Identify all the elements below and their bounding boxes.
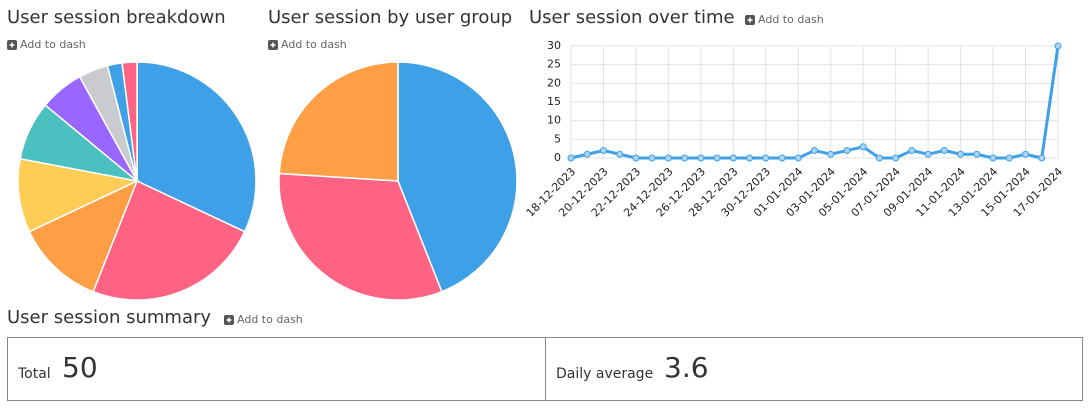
line-point [957,150,965,158]
dash-label: Add to dash [281,38,347,51]
line-point [973,150,981,158]
line-point [567,154,575,162]
line-point [681,154,689,162]
line-point [729,154,737,162]
line-point [713,154,721,162]
line-point [762,154,770,162]
line-point [892,154,900,162]
pie-slice [121,61,138,182]
line-point [648,154,656,162]
pie-slice [278,61,399,182]
line-point [616,150,624,158]
line-point [746,154,754,162]
line-point [908,147,916,155]
add-to-dash[interactable]: Add to dash [268,38,347,51]
line-point [599,147,607,155]
line-point [583,150,591,158]
line-point [664,154,672,162]
dash-icon-plus [9,42,15,48]
dash-icon-plus [226,317,232,323]
line-point [1054,42,1062,50]
line-point [778,154,786,162]
pie-slice [136,61,257,233]
pie-slice [278,172,443,301]
pie-slice [92,179,246,301]
add-to-dash[interactable]: Add to dash [745,13,824,26]
line-point [794,154,802,162]
line-point [843,147,851,155]
chart-title: User session over time [529,7,735,28]
line-point [924,150,932,158]
dash-label: Add to dash [20,38,86,51]
y-tick-label: 15 [547,95,561,108]
summary-value: 3.6 [664,351,709,384]
summary-title: User session summary [7,307,211,328]
line-point [1022,150,1030,158]
pie-slice [397,61,518,293]
chart-title: User session breakdown [7,7,226,28]
line-point [875,154,883,162]
line-point [827,150,835,158]
line-point [940,147,948,155]
line-point [859,143,867,151]
line-point [697,154,705,162]
line-point [632,154,640,162]
summary-label: Daily average [556,366,653,382]
y-tick-label: 5 [554,132,561,145]
add-to-dash[interactable]: Add to dash [224,313,303,326]
add-to-dash[interactable]: Add to dash [7,38,86,51]
y-tick-label: 20 [547,76,561,89]
dash-label: Add to dash [758,13,824,26]
line-point [1005,154,1013,162]
line-point [989,154,997,162]
dash-label: Add to dash [237,313,303,326]
pie-slice [17,157,140,233]
line-point [811,147,818,155]
summary-value: 50 [62,351,98,384]
pie-slice [28,179,139,293]
line-point [1038,154,1046,162]
summary-label: Total [17,366,51,382]
chart-title: User session by user group [268,7,512,28]
y-tick-label: 0 [554,151,561,164]
y-tick-label: 30 [547,39,561,52]
y-tick-label: 25 [547,58,561,71]
dash-icon-plus [270,42,276,48]
dash-icon-plus [747,17,753,23]
y-tick-label: 10 [547,114,561,127]
